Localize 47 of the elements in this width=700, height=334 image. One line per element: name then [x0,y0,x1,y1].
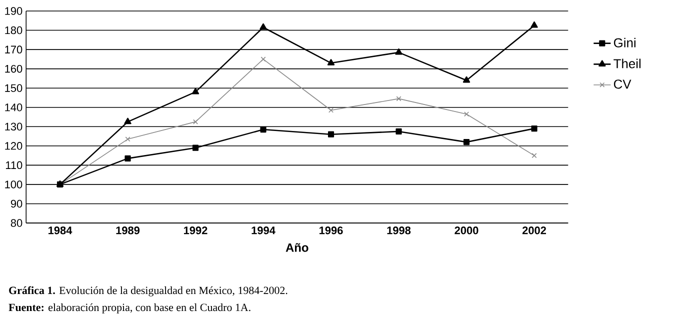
x-axis-title: Año [286,243,308,252]
point [125,136,130,142]
x-tick-label: 1984 [48,226,72,234]
point [260,56,266,62]
legend-label: CV [614,80,632,89]
point [260,23,267,30]
point [192,88,200,94]
x-tick-label: 1994 [252,226,276,234]
y-tick-label: 150 [5,84,22,92]
point [328,131,334,138]
point [327,58,335,66]
y-tick-label: 120 [5,142,22,150]
point [192,119,198,124]
x-tick-label: 2000 [454,226,478,234]
y-tick-label: 80 [10,219,22,227]
y-tick-label: 100 [5,180,22,188]
y-tick-label: 160 [5,64,22,73]
x-tick-label: 1992 [184,226,208,234]
point [462,76,470,83]
x-tick-label: 1996 [320,226,343,234]
point [531,126,538,132]
x-tick-label: 1998 [387,226,411,234]
y-tick-label: 190 [5,7,22,15]
y-tick-label: 140 [5,103,22,112]
legend-label: Theil [614,58,640,68]
point [192,144,199,151]
point [395,48,402,55]
text: Gráfica 1. Evolución de la desigualdad en México, 1984-2002. [9,286,288,296]
point [396,128,402,134]
point [532,153,537,158]
point [463,139,470,146]
point [328,108,334,113]
point [464,112,470,117]
point [260,126,266,133]
x-tick-label: 1989 [116,226,140,234]
y-tick-label: 90 [10,200,22,208]
point [530,21,538,28]
legend-label: Gini [614,38,636,48]
point [396,96,402,102]
text: Fuente: elaboración propia, con base en el Cuadro 1A. [8,303,250,314]
y-tick-label: 180 [5,26,22,34]
y-tick-label: 110 [6,161,22,170]
point [124,155,131,162]
point [124,118,132,124]
y-tick-label: 130 [5,122,22,131]
y-tick-label: 170 [5,46,22,54]
x-tick-label: 2002 [522,226,546,234]
